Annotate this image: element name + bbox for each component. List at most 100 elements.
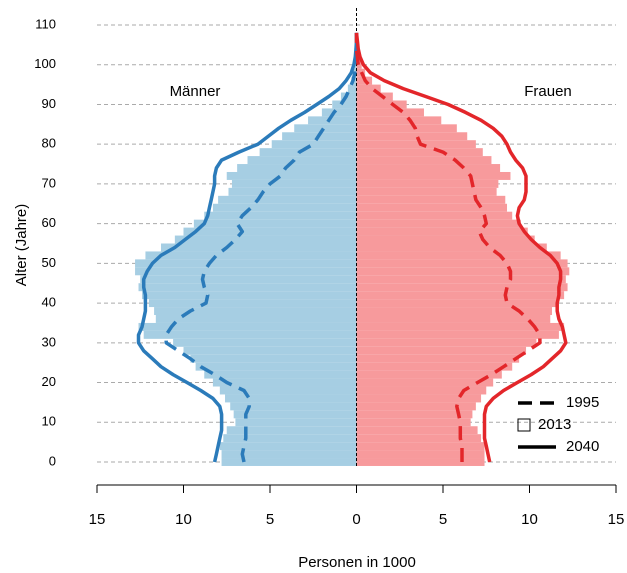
line [136,32,359,463]
x-tick-label: 10 [521,511,538,528]
bar [356,140,476,149]
y-tick-label: 50 [42,255,56,270]
bar [356,171,511,180]
bar [356,418,471,427]
bar [356,370,502,379]
y-tick-label: 20 [42,374,56,389]
bar [356,84,381,93]
bar [226,426,357,435]
y-tick-label: 30 [42,334,56,349]
y-axis-title: Alter (Jahre) [13,204,30,287]
bar [356,394,482,403]
x-tick-label: 15 [89,511,106,528]
x-tick-label: 5 [439,511,447,528]
bar [356,378,494,387]
bar [145,251,357,260]
bar [218,195,357,204]
bar [221,458,357,466]
bar [143,330,357,339]
bar [356,322,565,331]
bar [356,362,513,371]
bar [233,410,357,419]
bar [356,442,485,451]
y-tick-label: 10 [42,414,56,429]
bar [228,187,357,196]
bar [138,283,357,292]
bar [356,219,521,228]
y-tick-label: 100 [34,56,56,71]
bar [356,426,478,435]
bar [161,243,357,252]
bar [174,235,357,244]
bar [356,92,393,101]
bar [212,203,357,212]
bar [140,275,357,284]
bar [226,171,357,180]
bar [356,434,482,443]
bar [356,346,527,355]
legend-swatch [517,418,531,432]
bar [321,108,357,117]
bar [356,386,487,395]
bar [356,132,468,141]
bar [154,307,357,316]
bar [247,156,357,165]
bar [183,227,357,236]
bar [356,259,568,268]
x-tick-label: 0 [352,511,360,528]
bar [356,354,520,363]
x-tick-label: 10 [175,511,192,528]
bar [271,140,357,149]
bar [356,179,499,188]
bar [356,164,501,172]
x-tick-label: 5 [266,511,274,528]
bar [231,179,357,188]
bar [356,291,565,300]
bar [356,124,457,133]
bar [340,92,357,101]
bar [356,100,407,109]
bar [138,322,357,331]
bar [356,156,492,165]
y-tick-label: 70 [42,175,56,190]
bar [356,410,473,419]
bar [230,402,357,411]
bar [356,243,547,252]
bar [308,116,357,125]
bar [173,338,357,347]
bar [195,362,357,371]
bar [219,386,357,395]
bar [356,315,551,323]
bar [356,211,513,220]
bar [204,370,357,379]
bar [356,235,535,244]
x-axis-title: Personen in 1000 [298,554,416,571]
legend-label: 2013 [538,416,571,433]
bar [356,299,558,308]
bar [356,227,528,236]
line [164,32,359,463]
bar [356,307,552,316]
bar [225,394,357,403]
bar [356,60,362,69]
bar [356,108,424,117]
bar [356,116,442,125]
line [354,32,568,463]
group-label: Frauen [524,83,572,100]
bar [294,124,357,133]
bar [347,84,357,93]
legend-label: 2040 [566,438,599,455]
bar [356,203,508,212]
bar [332,100,357,109]
y-tick-label: 110 [35,16,56,31]
y-tick-label: 80 [42,136,56,151]
bar [259,148,357,157]
bar [135,259,357,268]
bar [235,418,357,427]
bar [219,442,357,451]
bar [155,315,357,323]
bar [356,458,485,466]
bar [204,211,357,220]
x-tick-label: 15 [608,511,625,528]
